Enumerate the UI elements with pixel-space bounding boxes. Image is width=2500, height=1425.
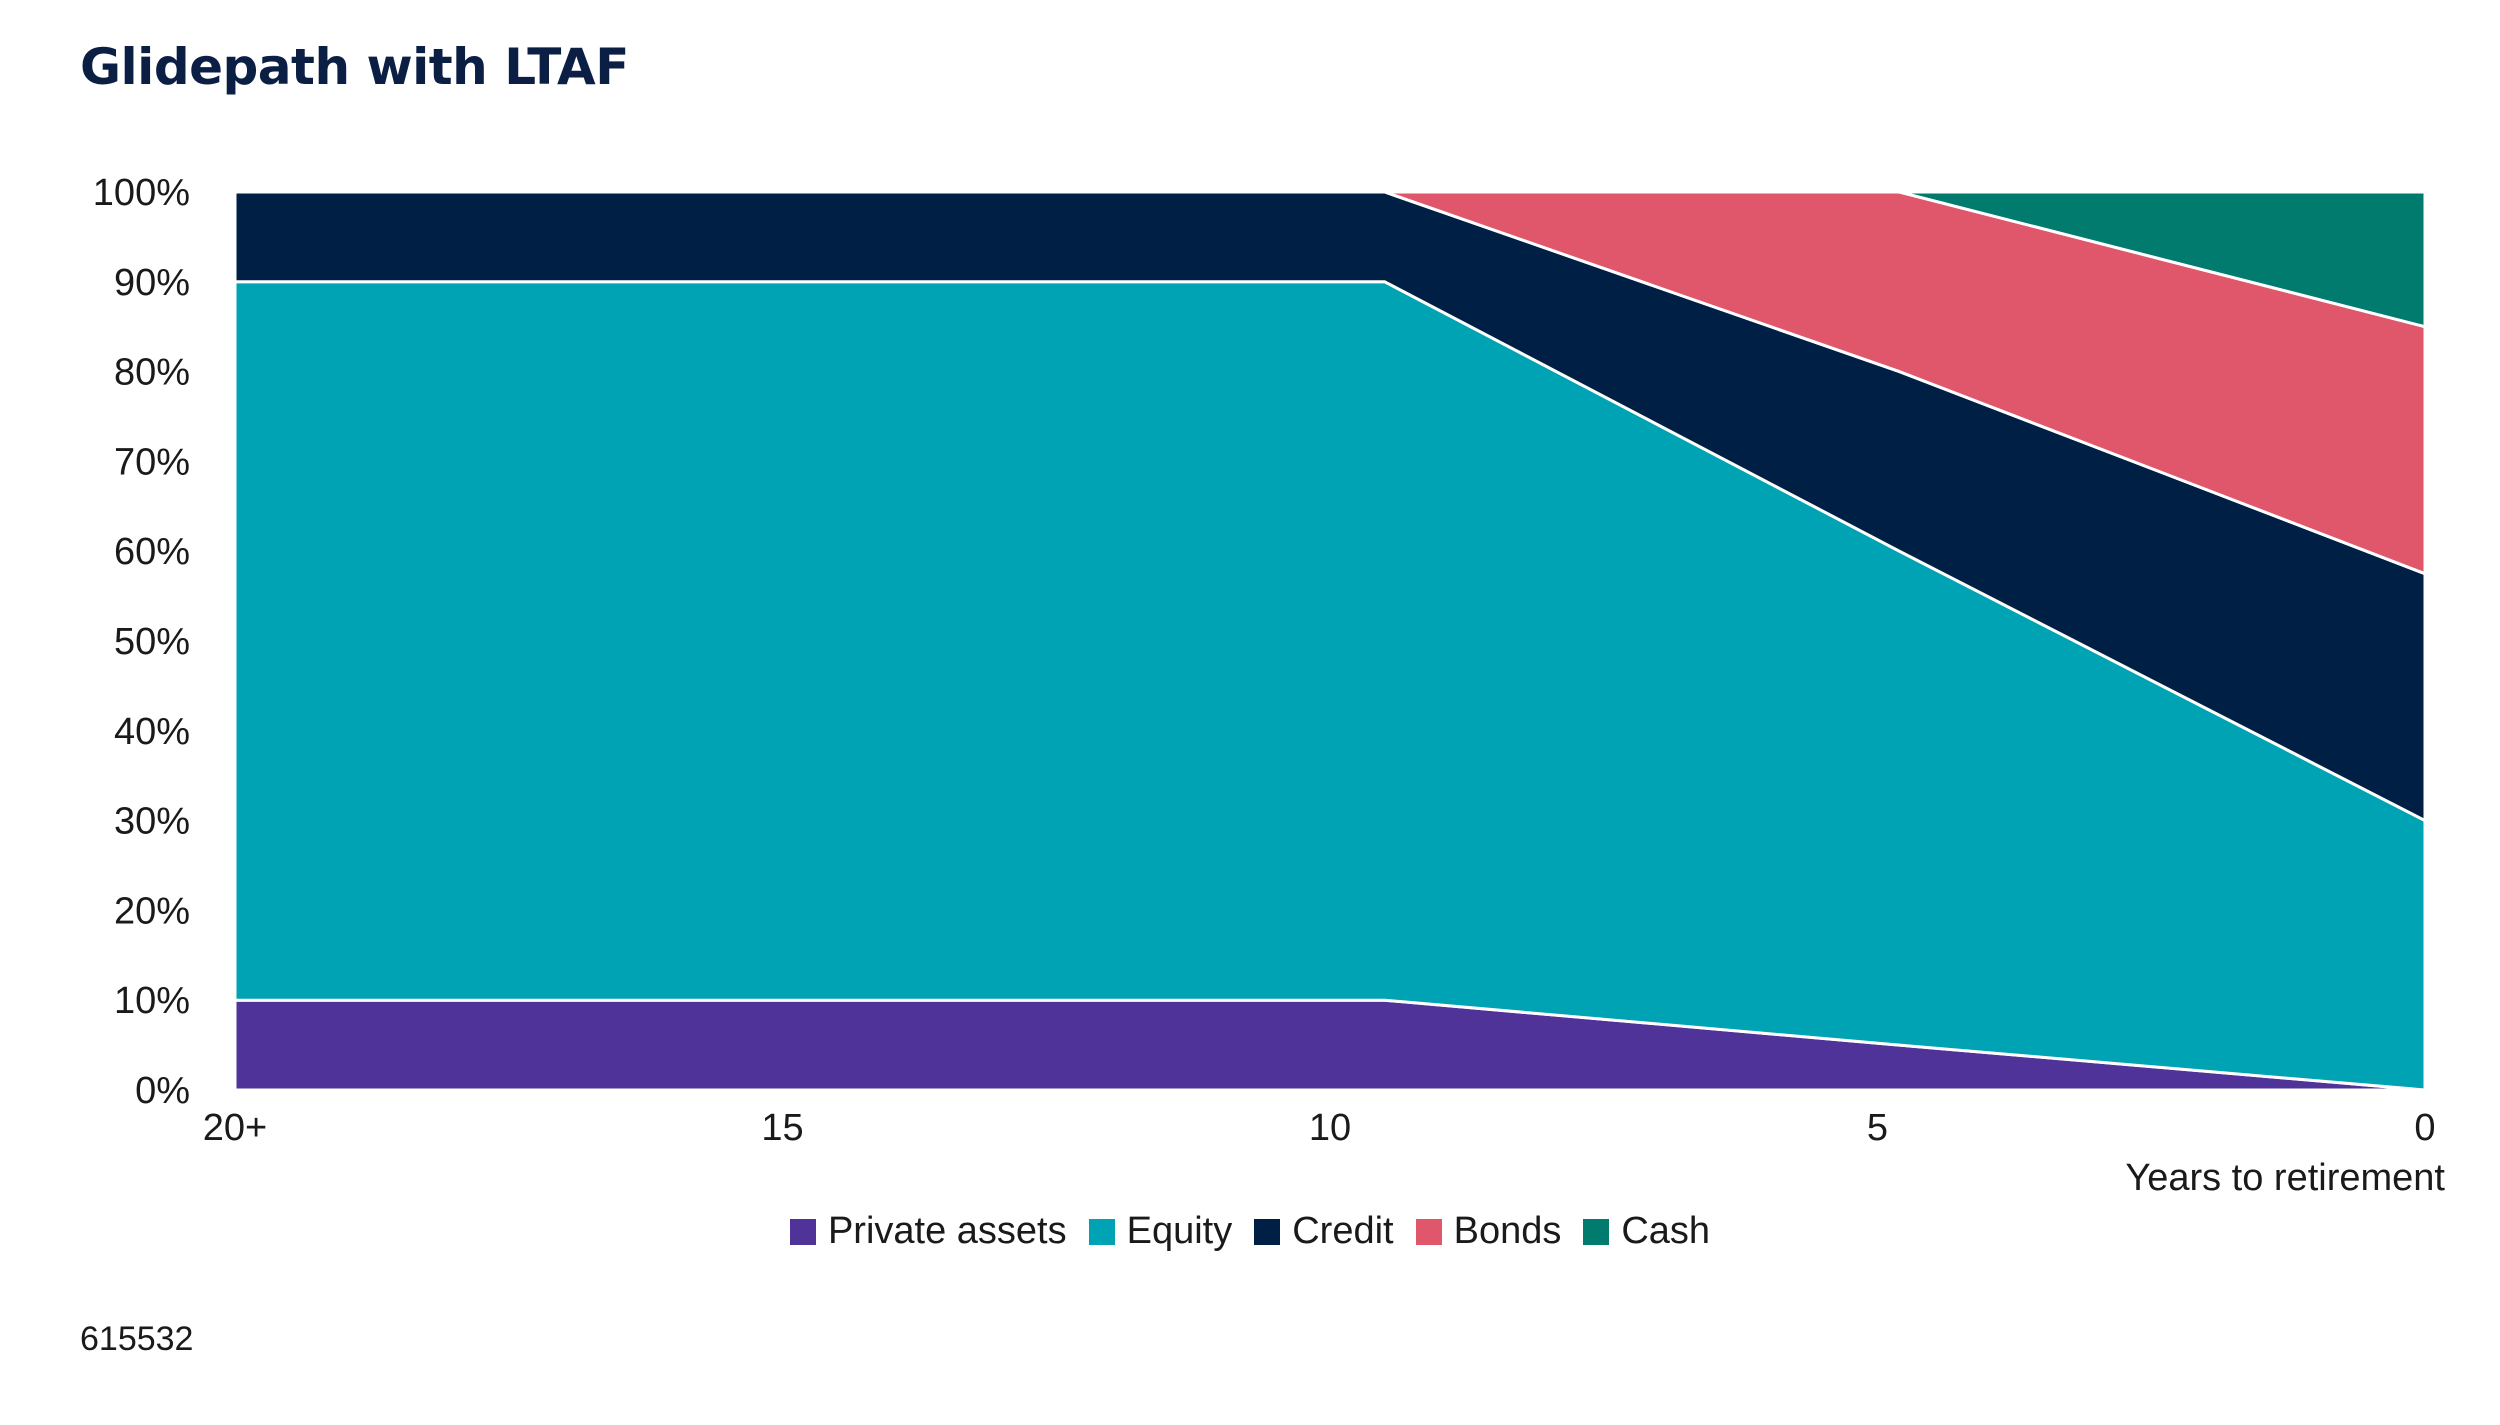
legend-swatch	[1088, 1218, 1115, 1245]
x-tick-label: 10	[1309, 1107, 1351, 1149]
area-layers	[233, 190, 2427, 1092]
legend-item-equity: Equity	[1088, 1210, 1233, 1253]
x-tick-label: 5	[1867, 1107, 1888, 1149]
legend-label: Private assets	[827, 1210, 1067, 1252]
area-cash	[233, 190, 2427, 329]
x-tick-label: 15	[761, 1107, 803, 1149]
legend-label: Credit	[1292, 1210, 1394, 1252]
legend-swatch	[1254, 1218, 1281, 1245]
legend: Private assets Equity Credit Bonds Cash	[0, 1210, 2500, 1253]
y-tick-label: 60%	[114, 531, 190, 573]
legend-item-cash: Cash	[1583, 1210, 1710, 1253]
legend-item-private-assets: Private assets	[789, 1210, 1067, 1253]
y-tick-label: 100%	[93, 172, 190, 214]
y-axis-ticks: 0% 10% 20% 30% 40% 50% 60% 70% 80% 90% 100%	[93, 172, 190, 1112]
legend-label: Equity	[1126, 1210, 1233, 1252]
y-tick-label: 10%	[114, 980, 190, 1022]
x-tick-label: 20+	[203, 1107, 267, 1149]
legend-swatch	[789, 1218, 816, 1245]
chart-title: Glidepath with LTAF	[80, 38, 629, 96]
footnote-code: 615532	[80, 1320, 194, 1358]
y-tick-label: 40%	[114, 711, 190, 753]
legend-item-bonds: Bonds	[1415, 1210, 1562, 1253]
legend-label: Bonds	[1453, 1210, 1562, 1252]
y-tick-label: 20%	[114, 890, 190, 932]
y-tick-label: 80%	[114, 352, 190, 394]
legend-swatch	[1415, 1218, 1442, 1245]
y-tick-label: 70%	[114, 441, 190, 483]
legend-swatch	[1583, 1218, 1610, 1245]
x-tick-label: 0	[2414, 1107, 2435, 1149]
legend-item-credit: Credit	[1254, 1210, 1394, 1253]
y-tick-label: 90%	[114, 262, 190, 304]
y-tick-label: 50%	[114, 621, 190, 663]
x-axis-ticks: 20+ 15 10 5 0	[203, 1107, 2436, 1149]
y-tick-label: 30%	[114, 801, 190, 843]
y-tick-label: 0%	[135, 1070, 190, 1112]
x-axis-title: Years to retirement	[2125, 1157, 2445, 1199]
legend-label: Cash	[1621, 1210, 1711, 1252]
